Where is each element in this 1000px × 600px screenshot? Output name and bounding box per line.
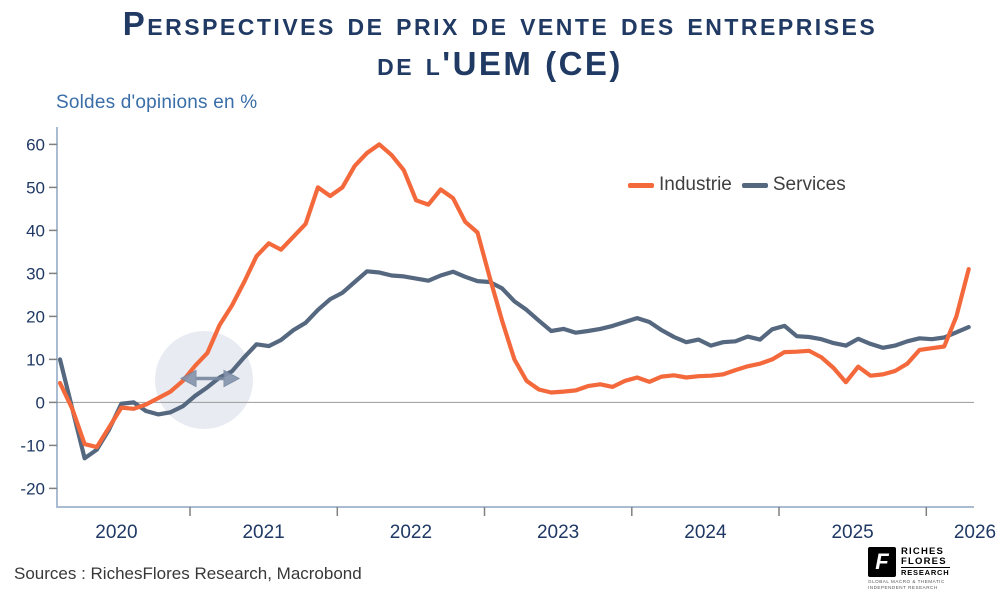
y-tick-label: -20 bbox=[20, 479, 45, 498]
legend-swatch-services bbox=[741, 182, 768, 188]
legend-label-services: Services bbox=[772, 174, 846, 195]
legend-swatch-industrie bbox=[628, 182, 654, 188]
legend-label-industrie: Industrie bbox=[659, 174, 732, 195]
series-industrie bbox=[57, 142, 971, 450]
y-tick-label: 40 bbox=[26, 221, 45, 240]
page-title: Perspectives de prix de vente des entrep… bbox=[0, 4, 1000, 85]
y-tick-label: 0 bbox=[36, 393, 45, 412]
y-tick-label: 30 bbox=[26, 264, 45, 283]
y-tick-label: 10 bbox=[26, 350, 45, 369]
x-tick-label: 2025 bbox=[831, 522, 873, 543]
chart-legend: Industrie Services bbox=[628, 174, 846, 196]
x-tick-label: 2026 bbox=[954, 522, 996, 543]
y-tick-label: 50 bbox=[26, 178, 45, 197]
double-arrow-icon bbox=[179, 369, 241, 388]
y-tick-label: -10 bbox=[20, 436, 45, 455]
logo-name-flores: FLORES bbox=[901, 555, 947, 567]
legend-item-industrie: Industrie bbox=[628, 174, 732, 196]
logo-name-research: RESEARCH bbox=[901, 567, 950, 578]
x-tick-label: 2022 bbox=[390, 522, 432, 543]
title-line-1: Perspectives de prix de vente des entrep… bbox=[122, 5, 878, 42]
y-tick-label: 60 bbox=[26, 135, 45, 154]
x-tick-label: 2023 bbox=[537, 522, 579, 543]
logo-tagline: GLOBAL MACRO & THEMATIC INDEPENDENT RESE… bbox=[868, 579, 945, 590]
x-tick-label: 2024 bbox=[684, 522, 727, 543]
sources-text: Sources : RichesFlores Research, Macrobo… bbox=[14, 564, 362, 583]
x-tick-label: 2021 bbox=[242, 522, 284, 543]
logo-name-riches: RICHES bbox=[901, 546, 945, 557]
series-services bbox=[57, 269, 971, 461]
y-axis-unit-label: Soldes d'opinions en % bbox=[56, 92, 258, 113]
logo-f-icon: F bbox=[868, 547, 896, 577]
legend-item-services: Services bbox=[741, 174, 846, 196]
brand-logo: F RICHES FLORES RESEARCH GLOBAL MACRO & … bbox=[868, 547, 992, 591]
x-tick-label: 2020 bbox=[95, 522, 137, 543]
y-tick-label: 20 bbox=[26, 307, 45, 326]
title-line-2: de l'UEM (CE) bbox=[377, 45, 623, 83]
